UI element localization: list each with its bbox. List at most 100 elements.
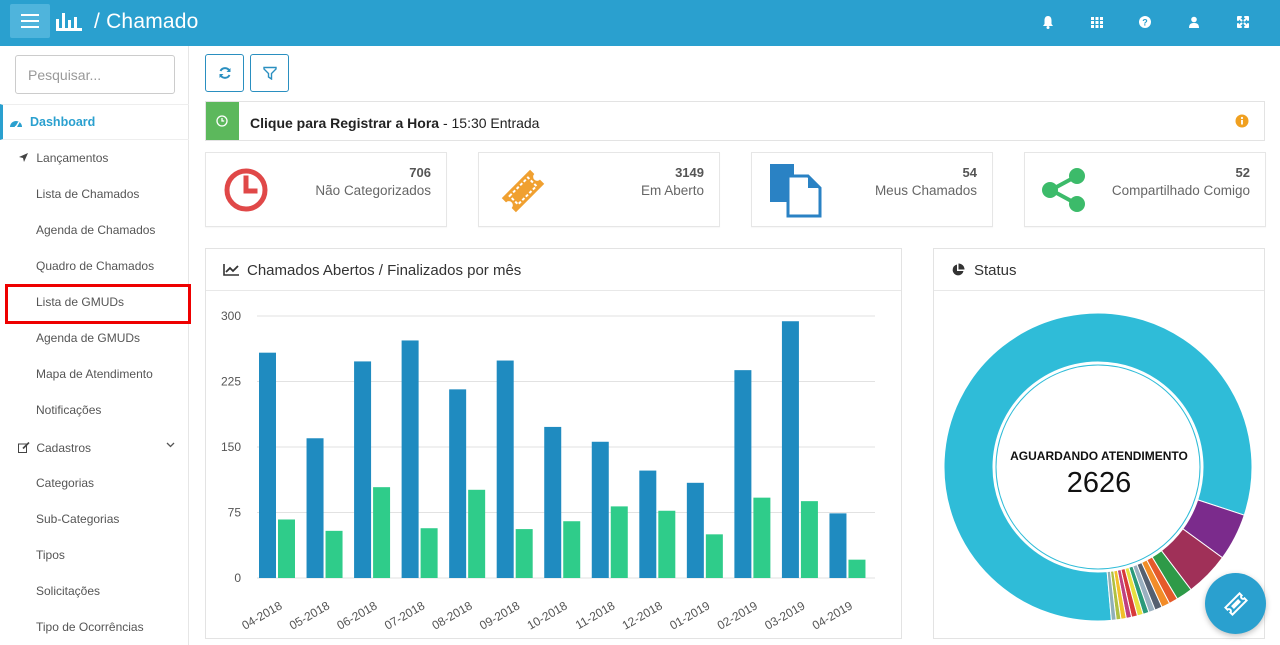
bar — [563, 521, 581, 578]
bar — [354, 361, 372, 578]
banner-text: Clique para Registrar a Hora - 15:30 Ent… — [250, 115, 540, 131]
card-count: 706 — [409, 165, 431, 180]
bar-chart: 0 75 150 225 300 04-2018 05-2018 06-2018 07-2018… — [221, 309, 875, 633]
refresh-button[interactable] — [205, 54, 244, 92]
x-tick-label: 03-2019 — [762, 598, 807, 632]
y-tick-label: 225 — [221, 375, 241, 389]
help-icon[interactable]: ? — [1137, 14, 1153, 30]
apps-grid-icon[interactable] — [1089, 14, 1105, 30]
sidebar-item-agenda-de-gmuds[interactable]: Agenda de GMUDs — [36, 331, 141, 345]
ticket-icon — [501, 169, 545, 213]
highlight-box — [5, 284, 191, 324]
sidebar-item-quadro-de-chamados[interactable]: Quadro de Chamados — [36, 259, 155, 273]
breadcrumb: / Chamado — [94, 10, 199, 33]
donut-center-label: AGUARDANDO ATENDIMENTO — [1010, 449, 1188, 463]
new-ticket-fab[interactable] — [1205, 573, 1266, 634]
panel-title: Status — [974, 262, 1017, 279]
sidebar-group-label: Cadastros — [36, 441, 92, 455]
refresh-icon — [219, 67, 231, 79]
edit-icon — [18, 441, 30, 453]
bar — [686, 482, 704, 578]
bar — [800, 501, 818, 578]
ticket-icon — [1224, 592, 1248, 616]
y-tick-label: 300 — [221, 309, 241, 323]
bar — [544, 426, 562, 578]
donut-slice — [943, 312, 1253, 622]
x-tick-label: 05-2018 — [287, 598, 332, 632]
banner-icon-box — [206, 102, 239, 140]
x-tick-label: 06-2018 — [334, 598, 379, 632]
y-tick-label: 75 — [228, 506, 242, 520]
sidebar-item-mapa-de-atendimento[interactable]: Mapa de Atendimento — [36, 367, 153, 381]
search-input[interactable] — [15, 55, 175, 94]
card-label: Meus Chamados — [874, 183, 977, 198]
bar — [515, 529, 533, 578]
sidebar-item-solicitacoes[interactable]: Solicitações — [36, 584, 101, 598]
sidebar-item-tipos[interactable]: Tipos — [36, 548, 65, 562]
bar — [325, 530, 343, 578]
bar — [468, 489, 486, 578]
x-tick-label: 08-2018 — [430, 598, 475, 632]
top-navbar: / Chamado ? — [0, 0, 1280, 46]
donut-center-value: 2626 — [1066, 467, 1132, 499]
stat-card-meus-chamados[interactable]: 54 Meus Chamados — [751, 152, 993, 227]
info-icon[interactable] — [1235, 114, 1249, 128]
menu-toggle-button[interactable] — [10, 4, 50, 38]
x-tick-label: 10-2018 — [525, 598, 570, 632]
sidebar-item-tipo-de-ocorrencias[interactable]: Tipo de Ocorrências — [36, 620, 144, 634]
paper-plane-icon — [19, 153, 28, 162]
sidebar: Dashboard Lançamentos Lista de Chamados … — [0, 46, 191, 645]
bar — [591, 441, 609, 578]
dashboard-icon — [10, 121, 22, 129]
clock-icon — [216, 115, 228, 127]
sidebar-item-lista-de-gmuds[interactable]: Lista de GMUDs — [36, 295, 125, 309]
bar — [278, 519, 295, 578]
bar — [420, 528, 438, 578]
bar — [259, 352, 276, 578]
bar — [401, 340, 419, 578]
time-register-banner[interactable]: Clique para Registrar a Hora - 15:30 Ent… — [205, 101, 1265, 141]
sidebar-group-label: Lançamentos — [36, 151, 109, 165]
sidebar-item-lista-de-chamados[interactable]: Lista de Chamados — [36, 187, 140, 201]
chevron-down-icon[interactable] — [166, 442, 175, 448]
bell-icon[interactable] — [1040, 14, 1056, 30]
sidebar-group-cadastros[interactable]: Cadastros — [18, 441, 91, 455]
bar — [639, 470, 657, 578]
bar — [373, 487, 391, 578]
sidebar-item-agenda-de-chamados[interactable]: Agenda de Chamados — [36, 223, 156, 237]
bar — [829, 513, 847, 578]
y-tick-label: 0 — [234, 571, 241, 585]
user-icon[interactable] — [1186, 14, 1202, 30]
line-chart-icon — [223, 264, 239, 276]
bar — [753, 497, 771, 578]
filter-button[interactable] — [250, 54, 289, 92]
svg-text:?: ? — [1142, 18, 1148, 28]
fullscreen-icon[interactable] — [1235, 14, 1251, 30]
card-count: 52 — [1235, 165, 1250, 180]
bar — [848, 559, 866, 578]
x-tick-label: 07-2018 — [382, 598, 427, 632]
sidebar-item-notificacoes[interactable]: Notificações — [36, 403, 102, 417]
x-tick-label: 09-2018 — [477, 598, 522, 632]
card-label: Não Categorizados — [315, 183, 431, 198]
bar — [781, 321, 799, 578]
card-count: 3149 — [675, 165, 704, 180]
sidebar-item-sub-categorias[interactable]: Sub-Categorias — [36, 512, 120, 526]
x-tick-label: 11-2018 — [573, 598, 618, 632]
stat-card-em-aberto[interactable]: 3149 Em Aberto — [478, 152, 720, 227]
app-logo[interactable] — [56, 11, 82, 31]
x-tick-label: 04-2019 — [810, 598, 855, 632]
sidebar-item-dashboard[interactable]: Dashboard — [0, 104, 189, 140]
panel-header: Status — [934, 249, 1264, 291]
card-count: 54 — [962, 165, 977, 180]
bar — [658, 510, 676, 578]
sidebar-group-lancamentos[interactable]: Lançamentos — [18, 151, 108, 165]
bar — [610, 506, 628, 578]
bar — [705, 534, 723, 578]
stat-card-compartilhado-comigo[interactable]: 52 Compartilhado Comigo — [1024, 152, 1266, 227]
stat-card-nao-categorizados[interactable]: 706 Não Categorizados — [205, 152, 447, 227]
sidebar-item-categorias[interactable]: Categorias — [36, 476, 95, 490]
card-label: Em Aberto — [640, 183, 704, 198]
clock-icon — [224, 168, 268, 212]
documents-icon — [770, 164, 822, 218]
